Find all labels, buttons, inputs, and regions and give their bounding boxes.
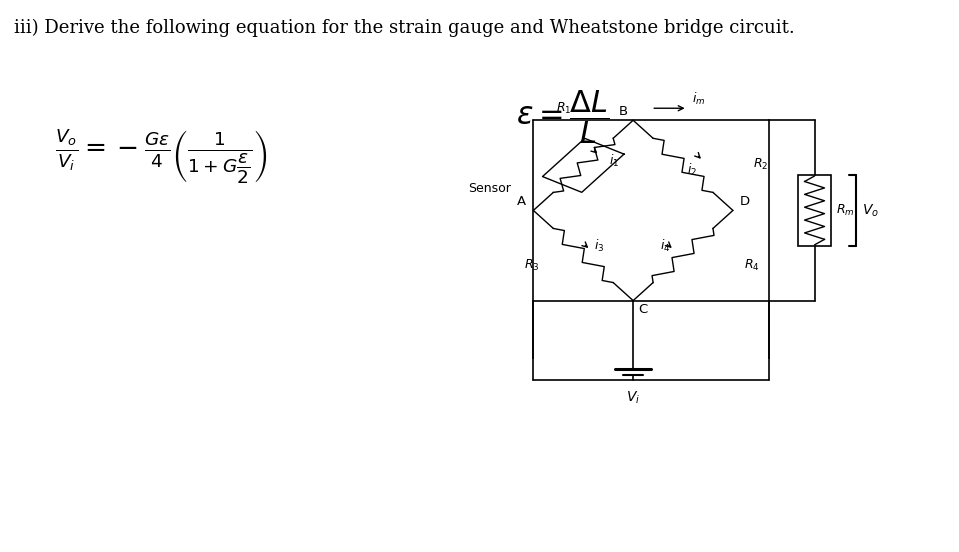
Text: $i_m$: $i_m$ [692, 91, 706, 107]
Bar [798, 175, 830, 246]
Text: $R_m$: $R_m$ [836, 203, 854, 218]
Text: $i_4$: $i_4$ [661, 238, 670, 254]
Text: $i_1$: $i_1$ [609, 153, 619, 169]
Text: $R_1$: $R_1$ [556, 101, 572, 116]
Text: $R_4$: $R_4$ [744, 258, 760, 273]
Text: $V_o$: $V_o$ [862, 202, 878, 219]
Text: Sensor: Sensor [468, 182, 511, 195]
Text: $\frac{V_o}{V_i} = -\frac{G\varepsilon}{4}\left(\frac{1}{1+G\dfrac{\varepsilon}{: $\frac{V_o}{V_i} = -\frac{G\varepsilon}{… [55, 126, 268, 185]
Text: $i_3$: $i_3$ [595, 238, 604, 254]
Text: $i_2$: $i_2$ [687, 162, 697, 178]
Text: $R_3$: $R_3$ [525, 258, 540, 273]
Text: $\varepsilon = \dfrac{\Delta L}{L}$: $\varepsilon = \dfrac{\Delta L}{L}$ [516, 89, 609, 146]
Text: C: C [639, 303, 648, 316]
Text: $V_i$: $V_i$ [626, 390, 641, 406]
Text: A: A [517, 195, 526, 208]
Text: D: D [740, 195, 750, 208]
Text: $R_2$: $R_2$ [753, 157, 768, 172]
Text: iii) Derive the following equation for the strain gauge and Wheatstone bridge ci: iii) Derive the following equation for t… [13, 19, 794, 38]
Text: B: B [619, 105, 628, 118]
